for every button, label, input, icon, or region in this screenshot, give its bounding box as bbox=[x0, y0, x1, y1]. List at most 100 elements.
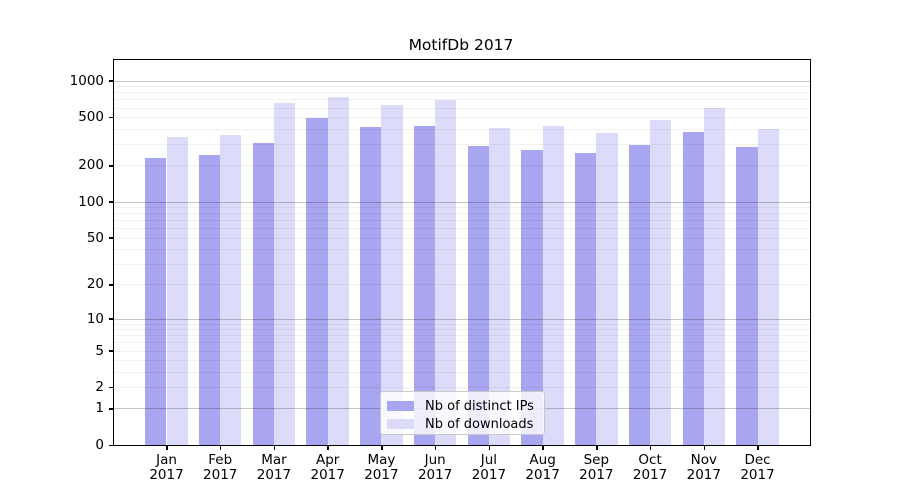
gridline-minor bbox=[114, 144, 810, 146]
y-tick-label: 50 bbox=[86, 229, 104, 246]
month-label: Aug bbox=[529, 452, 556, 468]
y-axis-tick bbox=[108, 318, 113, 320]
gridline-minor bbox=[114, 228, 810, 230]
plot-area bbox=[113, 59, 811, 446]
legend-item-distinct-ips: Nb of distinct IPs bbox=[387, 398, 544, 414]
year-label: 2017 bbox=[256, 467, 292, 483]
month-label: Nov bbox=[690, 452, 717, 468]
gridline-minor bbox=[114, 329, 810, 331]
gridline-minor bbox=[114, 360, 810, 362]
year-label: 2017 bbox=[471, 467, 507, 483]
x-axis-tick bbox=[166, 445, 168, 450]
x-axis-tick bbox=[327, 445, 329, 450]
month-label: Dec bbox=[744, 452, 771, 468]
month-label: Jul bbox=[480, 452, 498, 468]
bar-distinct-ips-nov bbox=[682, 131, 704, 445]
year-label: 2017 bbox=[310, 467, 345, 483]
bar-downloads-jun bbox=[435, 100, 457, 445]
y-tick-label: 500 bbox=[78, 109, 104, 126]
x-axis-tick bbox=[649, 445, 652, 450]
gridline-major bbox=[114, 80, 810, 82]
year-label: 2017 bbox=[525, 467, 560, 483]
bar-distinct-ips-aug bbox=[521, 149, 543, 445]
year-label: 2017 bbox=[203, 467, 238, 483]
bar-distinct-ips-feb bbox=[199, 155, 221, 445]
bar-downloads-jul bbox=[488, 127, 511, 445]
gridline-minor bbox=[114, 92, 810, 94]
gridline-minor bbox=[114, 165, 810, 167]
bar-downloads-mar bbox=[273, 103, 296, 445]
x-tick-label-jun: Jun 2017 bbox=[408, 453, 462, 483]
bar-downloads-oct bbox=[650, 120, 672, 445]
year-label: 2017 bbox=[364, 467, 399, 483]
month-label: Apr bbox=[316, 452, 340, 468]
bar-downloads-may bbox=[381, 105, 403, 445]
gridline-minor bbox=[114, 284, 810, 286]
y-axis-tick bbox=[108, 165, 113, 167]
month-label: Jan bbox=[156, 452, 177, 468]
year-label: 2017 bbox=[579, 467, 614, 483]
y-axis-tick bbox=[108, 237, 113, 239]
y-axis-tick bbox=[108, 386, 113, 389]
gridline-minor bbox=[114, 387, 810, 389]
y-tick-label: 100 bbox=[78, 193, 104, 210]
bar-distinct-ips-mar bbox=[252, 143, 274, 445]
bar-downloads-dec bbox=[757, 129, 779, 445]
x-axis-tick bbox=[757, 445, 759, 450]
gridline-minor bbox=[114, 342, 810, 344]
y-tick-label: 10 bbox=[86, 310, 104, 327]
bar-downloads-apr bbox=[327, 97, 349, 445]
legend-item-downloads: Nb of downloads bbox=[387, 416, 544, 432]
bar-distinct-ips-jul bbox=[467, 145, 489, 445]
gridline-major bbox=[114, 318, 810, 320]
x-axis-tick bbox=[542, 445, 544, 450]
bar-downloads-jan bbox=[166, 137, 188, 445]
x-axis-tick bbox=[703, 445, 705, 450]
gridline-minor bbox=[114, 371, 810, 373]
legend-label-downloads: Nb of downloads bbox=[425, 416, 534, 432]
bar-distinct-ips-sep bbox=[575, 152, 597, 445]
x-axis-tick bbox=[596, 445, 598, 450]
x-tick-label-sep: Sep 2017 bbox=[569, 453, 623, 483]
gridline-minor bbox=[114, 335, 810, 337]
x-tick-label-jul: Jul 2017 bbox=[462, 453, 516, 483]
gridline-minor bbox=[114, 128, 810, 130]
gridline-minor bbox=[114, 99, 810, 101]
month-label: May bbox=[367, 452, 396, 468]
month-label: Oct bbox=[638, 452, 662, 468]
gridline-minor bbox=[114, 207, 810, 209]
y-axis-tick bbox=[108, 116, 113, 119]
bar-distinct-ips-oct bbox=[628, 144, 651, 445]
x-tick-label-apr: Apr 2017 bbox=[301, 453, 355, 483]
legend-label-distinct-ips: Nb of distinct IPs bbox=[425, 398, 534, 414]
bar-downloads-nov bbox=[703, 108, 725, 445]
legend-swatch-downloads bbox=[387, 419, 414, 429]
bar-distinct-ips-jun bbox=[413, 125, 436, 445]
year-label: 2017 bbox=[149, 467, 184, 483]
gridline-minor bbox=[114, 263, 810, 265]
legend: Nb of distinct IPs Nb of downloads bbox=[380, 391, 545, 435]
x-tick-label-nov: Nov 2017 bbox=[677, 453, 731, 483]
year-label: 2017 bbox=[740, 467, 775, 483]
x-axis-tick bbox=[434, 445, 437, 450]
gridline-minor bbox=[114, 117, 810, 119]
gridline-minor bbox=[114, 249, 810, 251]
bar-distinct-ips-jan bbox=[145, 157, 167, 445]
gridline-major bbox=[114, 201, 810, 203]
gridline-minor bbox=[114, 213, 810, 215]
month-label: Sep bbox=[583, 452, 610, 468]
y-tick-label: 5 bbox=[95, 342, 104, 359]
x-axis-tick bbox=[273, 445, 276, 450]
gridline-minor bbox=[114, 107, 810, 109]
y-tick-label: 1 bbox=[95, 400, 104, 417]
y-axis-tick bbox=[108, 444, 113, 447]
x-axis-tick bbox=[488, 445, 491, 450]
x-tick-label-aug: Aug 2017 bbox=[516, 453, 570, 483]
bar-downloads-sep bbox=[596, 133, 618, 445]
y-tick-label: 1000 bbox=[69, 72, 104, 89]
legend-swatch-distinct-ips bbox=[387, 401, 414, 411]
y-tick-label: 0 bbox=[95, 437, 104, 453]
x-tick-label-mar: Mar 2017 bbox=[247, 453, 301, 483]
bar-distinct-ips-dec bbox=[736, 147, 758, 445]
bar-downloads-aug bbox=[542, 126, 564, 445]
